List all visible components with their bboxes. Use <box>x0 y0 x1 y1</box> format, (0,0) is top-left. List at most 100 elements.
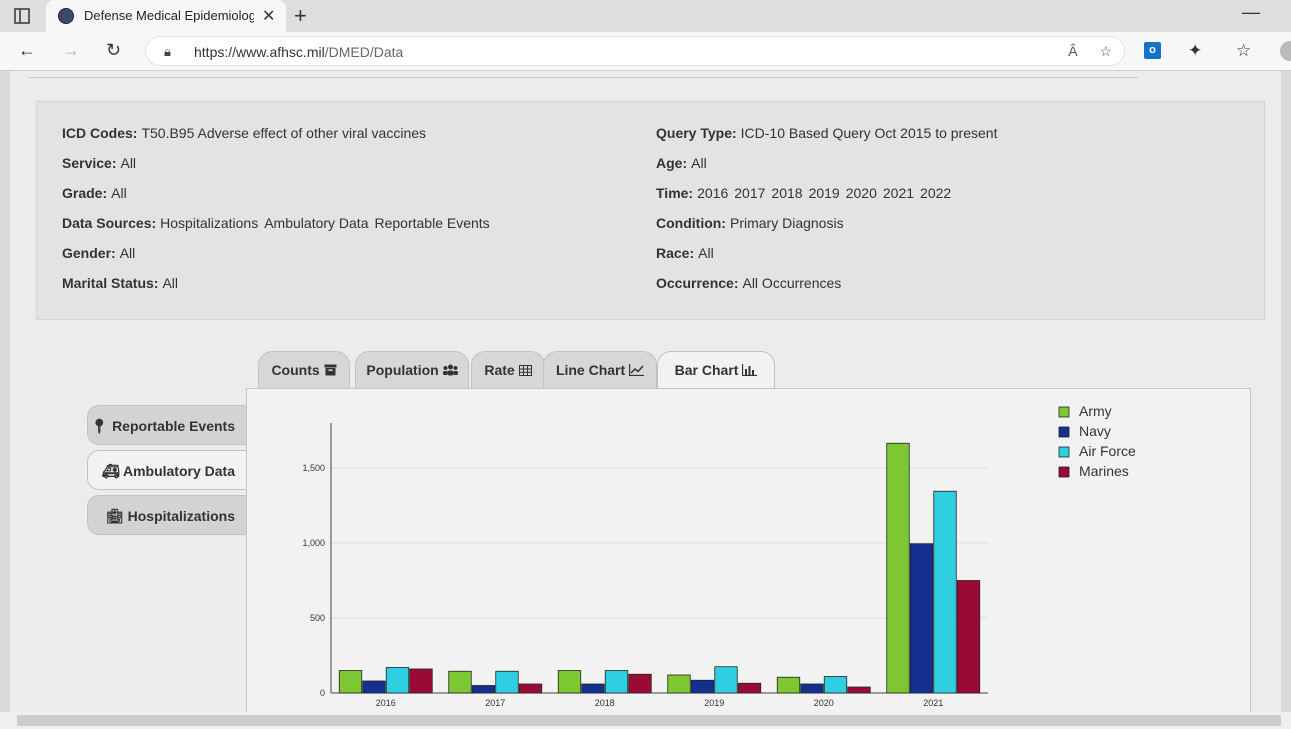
query-field-value: Ambulatory Data <box>264 215 369 231</box>
table-icon <box>518 365 532 376</box>
y-tick-label: 1,500 <box>302 463 325 473</box>
bar <box>604 670 629 694</box>
lock-icon[interactable]: 🔒︎ <box>164 44 171 59</box>
query-field-label: ICD Codes: <box>62 125 138 141</box>
tab-population[interactable]: Population <box>355 351 469 388</box>
query-field: Service: All <box>62 155 142 171</box>
side-tab-reportable-events[interactable]: 📍︎ Reportable Events <box>87 405 247 445</box>
y-tick-label: 1,000 <box>302 538 325 548</box>
legend-swatch <box>1058 446 1070 458</box>
legend-swatch <box>1058 406 1070 418</box>
browser-tab-title: Defense Medical Epidemiology D <box>84 8 254 23</box>
horizontal-scrollbar[interactable] <box>0 712 1291 729</box>
bar <box>409 668 433 694</box>
x-tick-label: 2020 <box>814 698 834 708</box>
line-chart-icon <box>628 364 645 377</box>
query-field-value: All <box>691 155 707 171</box>
y-tick-label: 0 <box>320 688 325 698</box>
side-tab-ambulatory-data[interactable]: 🚑︎ Ambulatory Data <box>87 450 247 490</box>
query-field: Query Type: ICD-10 Based Query Oct 2015 t… <box>656 125 1003 141</box>
bar <box>823 676 848 694</box>
query-field-value: ICD-10 Based Query Oct 2015 to present <box>740 125 998 141</box>
bar <box>495 670 519 694</box>
query-field: Time: 2016 2017 2018 2019 2020 2021 2022 <box>656 185 957 201</box>
query-field-value: All <box>698 245 714 261</box>
favorite-add-icon[interactable]: ☆ <box>1099 43 1112 59</box>
bar <box>385 667 410 694</box>
map-pin-icon: 📍︎ <box>90 418 109 434</box>
query-field-label: Gender: <box>62 245 116 261</box>
bar <box>471 685 496 694</box>
new-tab-icon[interactable]: + <box>294 3 307 28</box>
query-field: Marital Status: All <box>62 275 184 291</box>
bar <box>714 666 738 694</box>
query-field-value: T50.B95 Adverse effect of other viral va… <box>141 125 427 141</box>
browser-toolbar: ← → ↻ 🔒︎ https://www.afhsc.mil/DMED/Data… <box>0 32 1291 71</box>
bar <box>956 580 981 694</box>
browser-tab[interactable]: Defense Medical Epidemiology D ✕ <box>46 0 286 32</box>
x-tick-label: 2017 <box>485 698 505 708</box>
query-field-value: 2016 <box>697 185 729 201</box>
query-field-label: Data Sources: <box>62 215 157 231</box>
bar <box>847 686 871 694</box>
extensions-icon[interactable]: ✦ <box>1188 41 1203 60</box>
read-aloud-icon[interactable]: Â <box>1068 43 1078 59</box>
close-tab-icon[interactable]: ✕ <box>262 8 276 25</box>
bar <box>690 679 715 694</box>
outlook-icon[interactable]: o <box>1144 42 1161 59</box>
tab-line-chart[interactable]: Line Chart <box>543 351 657 388</box>
bar <box>448 670 472 694</box>
query-field-label: Query Type: <box>656 125 737 141</box>
query-field-value: All <box>119 245 136 261</box>
forward-icon[interactable]: → <box>62 40 80 60</box>
bar <box>776 676 801 694</box>
browser-tabstrip: Defense Medical Epidemiology D ✕ + — <box>0 0 1291 32</box>
query-field: Race: All <box>656 245 720 261</box>
query-field-label: Occurrence: <box>656 275 739 291</box>
tab-rate[interactable]: Rate <box>471 351 545 388</box>
query-field-value: 2021 <box>882 185 915 201</box>
chart-panel: 0 500 1,000 1,500 2016 2017 2018 2019 2020 2021 Ar… <box>246 388 1251 718</box>
query-field: Occurrence: All Occurrences <box>656 275 847 291</box>
query-field-value: All Occurrences <box>742 275 842 291</box>
favorites-icon[interactable]: ☆ <box>1236 41 1252 60</box>
tab-counts[interactable]: Counts <box>258 351 350 388</box>
query-field-value: Primary Diagnosis <box>729 215 844 231</box>
page-content: ICD Codes: T50.B95 Adverse effect of othe… <box>10 71 1281 718</box>
query-field: Data Sources: Hospitalizations Ambulatory … <box>62 215 496 231</box>
y-tick-label: 500 <box>310 613 325 623</box>
query-field-label: Race: <box>656 245 695 261</box>
profile-avatar[interactable] <box>1280 41 1291 61</box>
refresh-icon[interactable]: ↻ <box>106 40 122 60</box>
x-tick-label: 2019 <box>704 698 724 708</box>
query-field-label: Grade: <box>62 185 108 201</box>
url-actions: Â ☆ <box>1068 43 1112 60</box>
back-icon[interactable]: ← <box>18 40 36 60</box>
scrollbar-thumb[interactable] <box>17 715 1281 726</box>
tab-bar-chart[interactable]: Bar Chart <box>657 351 775 391</box>
query-field-value: 2019 <box>808 185 840 201</box>
bar <box>886 442 910 694</box>
legend-label: Air Force <box>1079 443 1136 459</box>
address-bar[interactable]: 🔒︎ https://www.afhsc.mil/DMED/Data Â ☆ <box>145 36 1125 66</box>
archive-icon <box>324 364 337 376</box>
query-field-value: All <box>162 275 179 291</box>
tab-actions-icon[interactable] <box>12 6 32 26</box>
bar <box>557 670 582 694</box>
bar <box>737 682 762 694</box>
bar-chart: 0 500 1,000 1,500 2016 2017 2018 2019 2020 2021 Ar… <box>302 403 1136 708</box>
query-field: ICD Codes: T50.B95 Adverse effect of othe… <box>62 125 432 141</box>
query-field: Condition: Primary Diagnosis <box>656 215 850 231</box>
x-tick-label: 2018 <box>595 698 615 708</box>
bar <box>338 670 363 694</box>
url-text[interactable]: https://www.afhsc.mil/DMED/Data <box>194 44 404 60</box>
hospital-icon: 🏥︎ <box>105 508 124 524</box>
query-field-value: All <box>120 155 137 171</box>
query-field: Gender: All <box>62 245 141 261</box>
bar <box>628 673 652 694</box>
minimize-window-icon[interactable]: — <box>1242 2 1260 22</box>
query-field-label: Condition: <box>656 215 726 231</box>
bar <box>933 490 957 694</box>
query-field-value: 2017 <box>734 185 766 201</box>
side-tab-hospitalizations[interactable]: 🏥︎ Hospitalizations <box>87 495 247 535</box>
